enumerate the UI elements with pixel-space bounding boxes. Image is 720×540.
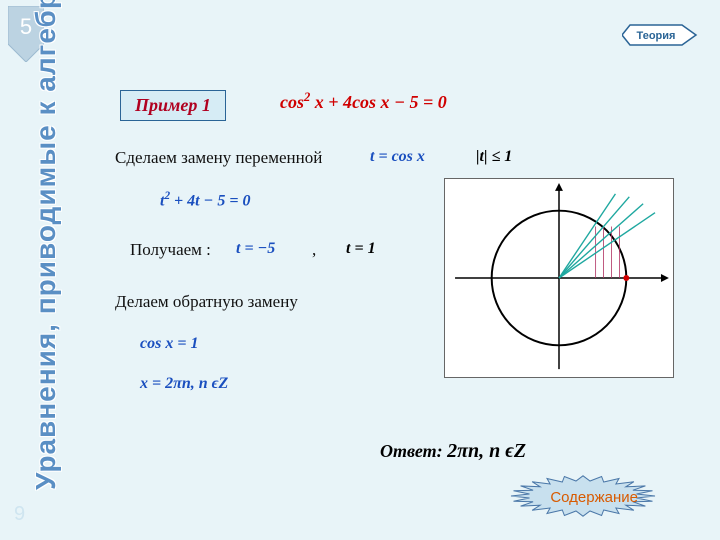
example-badge: Пример 1 <box>120 90 226 121</box>
cosx-eq: cos x = 1 <box>140 335 198 353</box>
root-1: t = −5 <box>236 240 275 258</box>
substitution-text: Сделаем замену переменной <box>115 148 322 168</box>
get-text: Получаем : <box>130 240 211 260</box>
comma: , <box>312 240 316 260</box>
theory-button[interactable]: Теория <box>622 22 698 48</box>
root-2: t = 1 <box>346 240 376 258</box>
theory-label: Теория <box>637 30 676 42</box>
substitution-condition: |t| ≤ 1 <box>476 148 512 166</box>
substitution-eq: t = cos x <box>370 148 425 166</box>
contents-button[interactable] <box>508 474 658 518</box>
back-substitution-text: Делаем обратную замену <box>115 292 298 312</box>
unit-circle-diagram <box>444 178 674 378</box>
quadratic-eq: t2 + 4t − 5 = 0 <box>160 190 250 210</box>
page-number: 9 <box>14 503 25 526</box>
final-answer: Ответ: 2πn, n ϵZ <box>380 440 526 463</box>
main-equation: cos2 x + 4cos x − 5 = 0 <box>280 90 447 113</box>
x-answer: x = 2πn, n ϵZ <box>140 375 228 393</box>
sidebar-title: Уравнения, приводимые к алгебраическим <box>30 0 62 490</box>
